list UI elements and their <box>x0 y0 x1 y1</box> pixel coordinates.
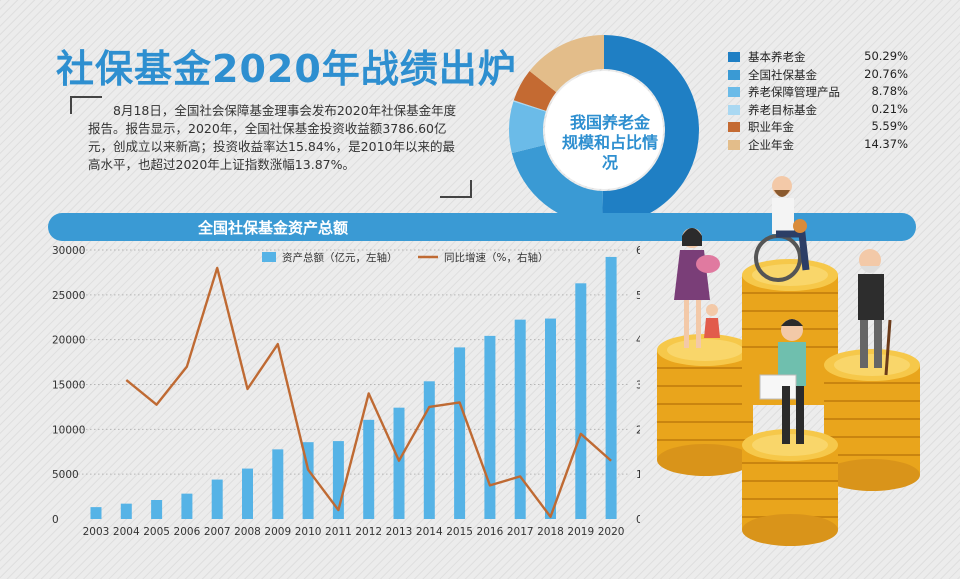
x-tick-label: 2009 <box>264 526 291 538</box>
x-tick-label: 2005 <box>143 526 170 538</box>
donut-title: 我国养老金 规模和占比情况 <box>556 113 664 173</box>
pie-legend-item: 养老目标基金 0.21% <box>728 101 908 119</box>
y-left-tick-label: 5000 <box>52 469 79 481</box>
y-left-tick-label: 20000 <box>52 335 85 347</box>
pie-legend-name: 企业年金 <box>748 137 794 152</box>
bar <box>211 479 223 519</box>
pie-legend-swatch <box>728 52 740 62</box>
bar <box>393 407 405 519</box>
wheelchair-man-icon <box>754 176 810 282</box>
bar <box>484 335 496 519</box>
x-tick-label: 2007 <box>204 526 231 538</box>
x-tick-label: 2017 <box>507 526 534 538</box>
legend-swatch-bar <box>262 252 276 262</box>
intro-corner-bottom-right <box>440 180 472 198</box>
intro-box: 8月18日，全国社会保障基金理事会发布2020年社保基金年度报告。报告显示，20… <box>70 96 472 198</box>
legend-label-line: 同比增速（%，右轴） <box>444 251 548 264</box>
pie-legend-item: 企业年金 14.37% <box>728 136 908 154</box>
pie-legend-name: 养老保障管理产品 <box>748 85 840 100</box>
x-tick-label: 2011 <box>325 526 352 538</box>
donut-title-line: 规模和占比情况 <box>561 133 658 172</box>
x-tick-label: 2006 <box>174 526 201 538</box>
y-right-tick-label: 20 <box>636 424 640 436</box>
x-tick-label: 2019 <box>567 526 594 538</box>
x-tick-label: 2004 <box>113 526 140 538</box>
pension-donut-chart <box>509 35 699 225</box>
y-right-tick-label: 60 <box>636 245 640 257</box>
y-right-tick-label: 40 <box>636 335 640 347</box>
bar <box>514 319 526 519</box>
bar <box>575 283 587 519</box>
bar <box>120 503 132 519</box>
bar-chart-title: 全国社保基金资产总额 <box>198 219 349 237</box>
woman-figure-icon <box>674 228 720 348</box>
pie-legend-item: 职业年金 5.59% <box>728 118 908 136</box>
bar <box>302 442 314 519</box>
bar <box>151 500 163 519</box>
y-left-tick-label: 0 <box>52 514 59 526</box>
y-right-tick-label: 10 <box>636 469 640 481</box>
pie-legend-item: 养老保障管理产品 8.78% <box>728 83 908 101</box>
x-tick-label: 2018 <box>537 526 564 538</box>
intro-corner-top-left <box>70 96 102 114</box>
bar <box>90 507 102 519</box>
x-tick-label: 2013 <box>386 526 413 538</box>
y-right-tick-label: 50 <box>636 290 640 302</box>
donut-title-line: 我国养老金 <box>569 113 650 132</box>
pie-legend-name: 基本养老金 <box>748 50 806 64</box>
intro-text: 8月18日，全国社会保障基金理事会发布2020年社保基金年度报告。报告显示，20… <box>88 103 457 172</box>
x-tick-label: 2015 <box>446 526 473 538</box>
pie-legend-value: 0.21% <box>871 101 908 116</box>
x-tick-label: 2016 <box>477 526 504 538</box>
pie-legend-item: 全国社保基金 20.76% <box>728 66 908 84</box>
pie-legend-name: 职业年金 <box>748 120 794 135</box>
page-title: 社保基金2020年战绩出炉 <box>56 47 517 91</box>
pie-legend-item: 基本养老金 50.29% <box>728 48 908 66</box>
legend-label-bar: 资产总额（亿元，左轴） <box>282 251 398 264</box>
pie-legend-swatch <box>728 139 740 150</box>
bar <box>242 468 253 519</box>
illustration-coins-people <box>657 176 920 546</box>
pie-legend-value: 5.59% <box>871 119 908 134</box>
x-tick-label: 2003 <box>83 526 110 538</box>
bar <box>454 347 466 519</box>
y-left-tick-label: 15000 <box>52 380 85 392</box>
x-tick-label: 2012 <box>355 526 382 538</box>
donut-slice-2 <box>509 35 699 225</box>
bar <box>605 256 617 519</box>
pie-legend-value: 20.76% <box>864 66 908 81</box>
pie-legend-swatch <box>728 87 740 98</box>
bar <box>545 318 556 519</box>
x-tick-label: 2008 <box>234 526 261 538</box>
bar <box>332 441 344 519</box>
pie-legend-value: 14.37% <box>864 136 908 151</box>
y-right-tick-label: 0 <box>636 514 640 526</box>
pie-legend-value: 50.29% <box>864 49 908 63</box>
pie-legend-swatch <box>728 104 740 115</box>
pie-legend-value: 8.78% <box>871 84 908 99</box>
pie-legend-swatch <box>728 122 740 133</box>
donut-slice-5 <box>509 35 699 225</box>
bar <box>423 381 435 519</box>
bar <box>272 449 284 519</box>
y-right-tick-label: 30 <box>636 380 640 392</box>
x-tick-label: 2014 <box>416 526 443 538</box>
y-left-tick-label: 25000 <box>52 290 85 302</box>
x-tick-label: 2020 <box>598 526 625 538</box>
elderly-man-icon <box>858 249 892 376</box>
donut-center <box>545 71 663 189</box>
pie-legend-name: 全国社保基金 <box>748 67 817 82</box>
y-left-tick-label: 10000 <box>52 424 85 436</box>
asset-bar-line-chart: 30000 25000 20000 15000 10000 5000 0 60 50 40 30 20… <box>52 245 640 538</box>
pie-legend-name: 养老目标基金 <box>748 102 817 117</box>
young-man-icon <box>759 319 806 444</box>
bar <box>363 419 375 519</box>
pie-legend-swatch <box>728 69 740 80</box>
x-tick-label: 2010 <box>295 526 322 538</box>
pie-legend: 基本养老金 50.29% 全国社保基金 20.76% 养老保障管理产品 8.78% 养老目标… <box>728 48 908 154</box>
bar <box>181 493 193 519</box>
y-left-tick-label: 30000 <box>52 245 85 257</box>
